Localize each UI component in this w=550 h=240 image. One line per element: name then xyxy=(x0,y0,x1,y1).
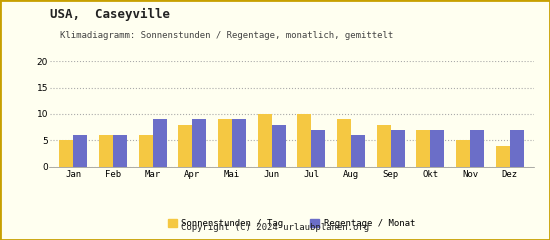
Bar xyxy=(337,119,351,167)
Bar xyxy=(218,119,232,167)
Bar xyxy=(470,130,484,167)
Bar xyxy=(272,125,285,167)
Bar xyxy=(377,125,390,167)
Bar xyxy=(139,135,153,167)
Text: USA,  Caseyville: USA, Caseyville xyxy=(50,8,169,21)
Bar xyxy=(298,114,311,167)
Bar xyxy=(351,135,365,167)
Bar xyxy=(73,135,87,167)
Text: Copyright (C) 2024 urlaubplanen.org: Copyright (C) 2024 urlaubplanen.org xyxy=(181,223,369,232)
Bar xyxy=(232,119,246,167)
Bar xyxy=(153,119,167,167)
Bar xyxy=(390,130,405,167)
Legend: Sonnenstunden / Tag, Regentage / Monat: Sonnenstunden / Tag, Regentage / Monat xyxy=(164,216,419,232)
Bar xyxy=(113,135,127,167)
Bar xyxy=(192,119,206,167)
Bar xyxy=(456,140,470,167)
Text: Klimadiagramm: Sonnenstunden / Regentage, monatlich, gemittelt: Klimadiagramm: Sonnenstunden / Regentage… xyxy=(60,31,394,40)
Bar xyxy=(510,130,524,167)
Bar xyxy=(496,146,510,167)
Bar xyxy=(430,130,444,167)
Bar xyxy=(258,114,272,167)
Bar xyxy=(178,125,192,167)
Bar xyxy=(59,140,73,167)
Bar xyxy=(416,130,430,167)
Bar xyxy=(311,130,325,167)
Bar xyxy=(99,135,113,167)
